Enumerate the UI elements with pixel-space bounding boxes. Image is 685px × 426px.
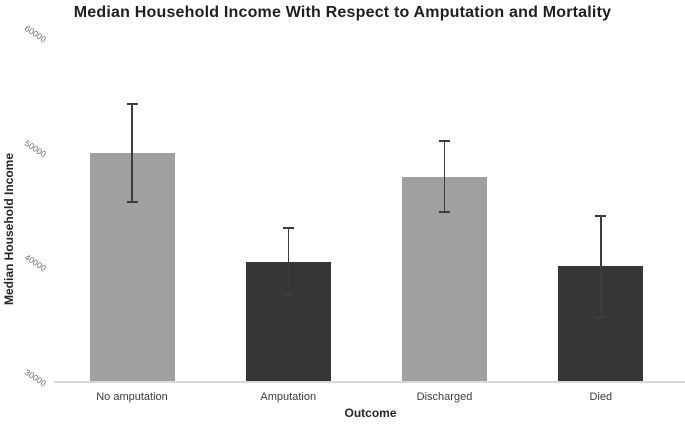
chart-title: Median Household Income With Respect to … <box>73 4 612 21</box>
error-bar-line <box>443 141 446 213</box>
x-tick-label: Amputation <box>260 391 317 403</box>
error-bar-bottom-cap <box>439 211 451 214</box>
x-axis-label: Outcome <box>344 406 397 420</box>
error-bar-top-cap <box>439 140 451 143</box>
error-bar-top-cap <box>282 227 294 230</box>
error-bar-top-cap <box>126 102 138 105</box>
error-bar-bottom-cap <box>282 294 294 296</box>
x-tick-label: Discharged <box>416 391 473 403</box>
y-axis-label: Median Household Income <box>2 153 16 306</box>
error-bar-top-cap <box>595 214 607 217</box>
x-tick-label: Died <box>589 391 613 403</box>
y-tick-label: 30000 <box>22 366 49 389</box>
error-bar-line <box>600 215 602 317</box>
x-axis-line <box>54 381 685 383</box>
error-bar-bottom-cap <box>126 201 138 204</box>
x-tick-label: No amputation <box>96 391 168 403</box>
error-bar-line <box>287 228 290 295</box>
error-bar-line <box>131 103 133 203</box>
error-bar-bottom-cap <box>595 315 607 318</box>
